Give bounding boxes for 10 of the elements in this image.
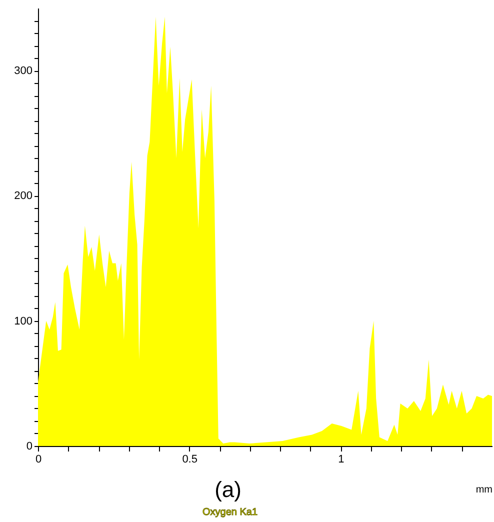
- x-tick-label: 0: [35, 454, 42, 466]
- x-tick-label: 0.5: [182, 454, 198, 466]
- x-tick-label: 1: [338, 454, 344, 466]
- y-tick-label: 0: [26, 440, 32, 452]
- y-tick-label: 300: [14, 65, 32, 78]
- x-axis-title: mm: [476, 484, 492, 496]
- y-tick-label: 100: [14, 315, 32, 328]
- text: (a): [214, 477, 242, 502]
- y-tick-label: 200: [14, 190, 32, 202]
- text: Oxygen Ka1: [202, 507, 258, 518]
